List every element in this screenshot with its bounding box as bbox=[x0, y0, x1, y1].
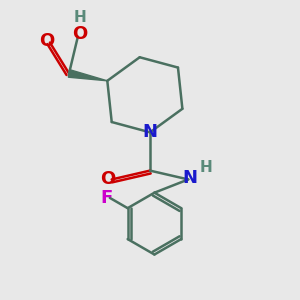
Text: O: O bbox=[73, 25, 88, 43]
Polygon shape bbox=[68, 70, 107, 81]
Text: O: O bbox=[39, 32, 54, 50]
Text: O: O bbox=[100, 170, 115, 188]
Text: N: N bbox=[182, 169, 197, 187]
Text: N: N bbox=[142, 123, 158, 141]
Text: F: F bbox=[101, 189, 113, 207]
Text: H: H bbox=[200, 160, 212, 175]
Text: H: H bbox=[74, 10, 87, 25]
